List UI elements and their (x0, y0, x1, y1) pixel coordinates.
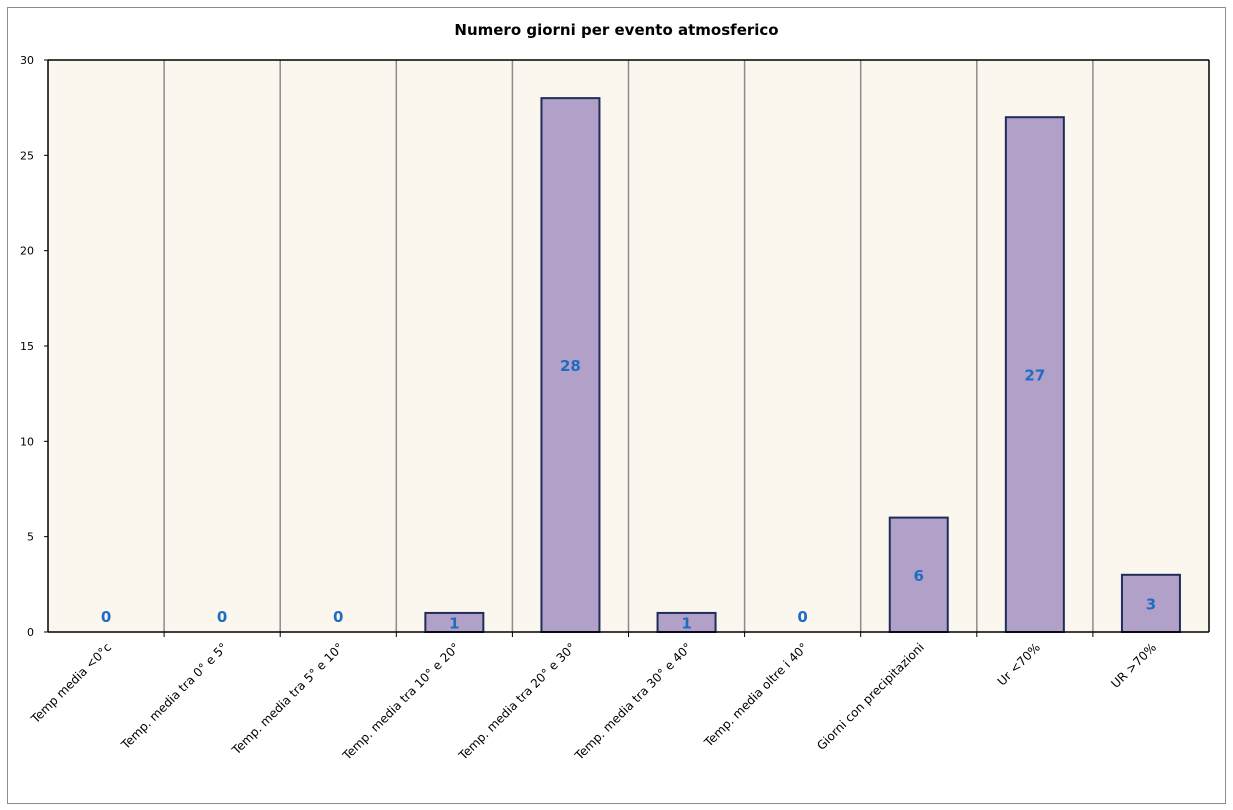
bar (540, 97, 601, 633)
data-label: 0 (333, 608, 343, 626)
chart-title: Numero giorni per evento atmosferico (454, 21, 779, 39)
x-tick-label: Temp. media tra 10° e 20° (339, 640, 462, 763)
x-tick-label: Temp media <0°c (28, 640, 114, 726)
x-tick-label: Temp. media tra 0° e 5° (118, 640, 230, 752)
y-tick-label: 25 (20, 149, 34, 162)
x-tick-label: Temp. media oltre i 40° (701, 640, 811, 750)
data-label: 0 (217, 608, 227, 626)
data-label: 6 (914, 567, 924, 585)
y-tick-label: 0 (27, 626, 34, 639)
x-tick-label: Temp. media tra 30° e 40° (572, 640, 695, 763)
data-label: 27 (1024, 367, 1045, 385)
data-labels: 0 0 0 1 28 1 0 6 27 3 (101, 357, 1156, 632)
data-label: 0 (797, 608, 807, 626)
data-label: 0 (101, 608, 111, 626)
x-tick-label: Giorni con precipitazioni (814, 640, 927, 753)
x-tick-label: UR >70% (1108, 640, 1159, 691)
x-tick-labels: Temp media <0°c Temp. media tra 0° e 5° Te… (28, 640, 1159, 763)
bar (1004, 116, 1065, 633)
x-tick-label: Ur <70% (995, 640, 1043, 688)
y-tick-label: 20 (20, 245, 34, 258)
data-label: 3 (1146, 595, 1156, 613)
bars (424, 97, 1181, 634)
data-label: 1 (449, 614, 459, 632)
bar (888, 516, 949, 633)
grid-lines (163, 60, 1094, 632)
y-tick-label: 10 (20, 435, 34, 448)
x-tick-label: Temp. media tra 5° e 10° (229, 640, 347, 758)
y-tick-label: 15 (20, 340, 34, 353)
data-label: 28 (560, 357, 581, 375)
x-tick-label: Temp. media tra 20° e 30° (455, 640, 578, 763)
y-tick-label: 30 (20, 54, 34, 67)
axes (44, 59, 1210, 637)
bar (1120, 573, 1181, 633)
data-label: 1 (681, 614, 691, 632)
y-tick-labels: 0 5 10 15 20 25 30 (20, 54, 34, 639)
y-tick-label: 5 (27, 531, 34, 544)
